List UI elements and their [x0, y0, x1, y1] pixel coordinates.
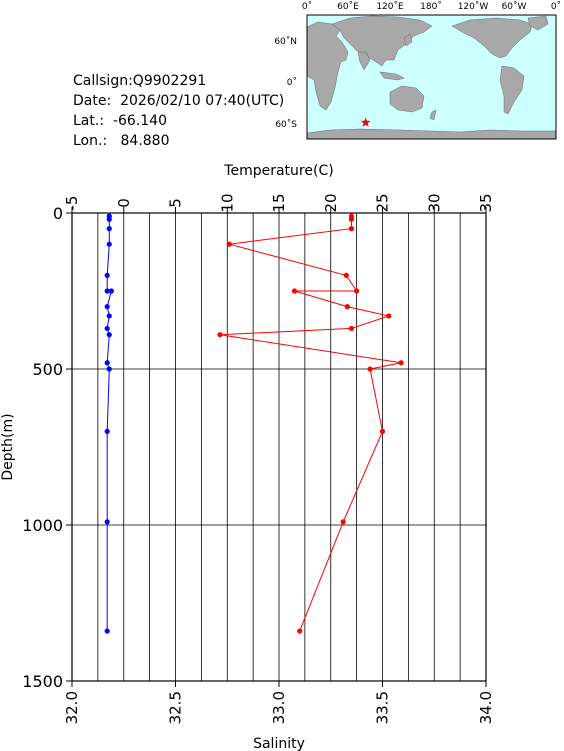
temperature-tick-label: -5 [63, 196, 81, 211]
temperature-tick-label: 35 [477, 193, 495, 212]
salinity-data-point [104, 628, 110, 634]
land-north-america [451, 17, 533, 59]
longitude-text: Lon.: 84.880 [73, 133, 170, 149]
temperature-tick-label: 5 [167, 198, 185, 208]
map-border [306, 14, 557, 140]
land-asia [331, 15, 433, 67]
temperature-data-point [354, 288, 360, 294]
salinity-data-point [106, 241, 112, 247]
temperature-tick-label: 20 [322, 193, 340, 212]
salinity-data-point [108, 288, 114, 294]
land-south-america [499, 65, 525, 115]
land-australia [389, 85, 425, 113]
depth-axis-label: Depth(m) [0, 413, 16, 480]
temperature-data-point [226, 241, 232, 247]
map-lat-label: 60˚N [274, 36, 297, 47]
star-icon [361, 117, 371, 127]
callsign-text: Callsign:Q9902291 [73, 73, 207, 89]
salinity-tick-label: 33.0 [270, 691, 288, 724]
temperature-data-point [340, 519, 346, 525]
temperature-data-point [379, 428, 386, 434]
salinity-data-point [106, 226, 112, 232]
salinity-data-point [106, 366, 112, 372]
temperature-profile-line [219, 216, 402, 632]
salinity-tick-label: 32.5 [167, 691, 185, 724]
station-info: Callsign:Q9902291 Date: 2026/02/10 07:40… [73, 71, 284, 151]
map-lon-label: 120˚W [458, 1, 489, 12]
salinity-data-point [104, 519, 110, 525]
temperature-axis-label: Temperature(C) [223, 163, 333, 179]
temperature-data-point [297, 628, 303, 634]
temperature-ticks: -5 0 5 10 15 20 25 30 35 [63, 193, 495, 213]
temperature-data-point [343, 272, 349, 278]
map-top-labels: 0˚ 60˚E 120˚E 180˚ 120˚W 60˚W 0˚ [302, 1, 561, 12]
data-series [104, 213, 404, 634]
temperature-data-point [398, 360, 404, 366]
map-lat-labels: 60˚N 0˚ 60˚S [274, 36, 297, 130]
temperature-data-point [217, 332, 223, 338]
temperature-data-point [348, 325, 355, 332]
map-lon-label: 0˚ [551, 1, 561, 12]
depth-tick-label: 0 [53, 204, 63, 223]
latitude-text: Lat.: -66.140 [73, 113, 167, 129]
land-japan [403, 33, 413, 47]
salinity-tick-label: 34.0 [477, 691, 495, 724]
map-lon-label: 120˚E [376, 1, 404, 12]
depth-tick-label: 1500 [22, 672, 63, 691]
temperature-tick-label: 25 [374, 193, 392, 212]
map-lat-label: 60˚S [275, 119, 297, 130]
temperature-data-point [367, 366, 373, 372]
salinity-data-point [104, 272, 110, 278]
salinity-data-point [104, 288, 110, 294]
land-new-zealand [429, 109, 437, 121]
salinity-tick-label: 32.0 [63, 691, 81, 724]
map-lon-label: 60˚E [337, 1, 359, 12]
map-frame [306, 14, 557, 140]
salinity-tick-label: 33.5 [374, 691, 392, 724]
salinity-axis-label: Salinity [253, 736, 305, 751]
map-land [306, 15, 557, 140]
date-text: Date: 2026/02/10 07:40(UTC) [73, 93, 285, 109]
temperature-tick-label: 0 [115, 198, 133, 208]
salinity-data-point [104, 325, 110, 332]
temperature-tick-label: 15 [270, 193, 288, 212]
salinity-data-point [106, 313, 112, 319]
salinity-data-point [104, 360, 110, 366]
temperature-tick-label: 30 [425, 193, 443, 212]
salinity-data-point [106, 216, 112, 222]
land-india [357, 51, 371, 71]
temperature-data-point [386, 313, 392, 319]
salinity-data-point [104, 304, 110, 310]
temperature-data-point [344, 304, 350, 310]
map-lon-label: 180˚ [420, 1, 442, 12]
land-greenland [527, 15, 549, 31]
depth-tick-label: 1000 [22, 516, 63, 535]
salinity-data-point [106, 332, 112, 338]
map-lat-label: 0˚ [287, 77, 297, 88]
temperature-data-point [291, 288, 298, 294]
salinity-ticks: 32.0 32.5 33.0 33.5 34.0 [63, 681, 495, 724]
chart-grid [72, 213, 486, 681]
depth-ticks: 0 500 1000 1500 [22, 204, 72, 691]
temperature-data-point [348, 216, 355, 222]
salinity-data-point [104, 428, 110, 434]
temperature-tick-label: 10 [218, 193, 236, 212]
depth-tick-label: 500 [32, 360, 63, 379]
land-indonesia [379, 71, 405, 81]
salinity-profile-line [106, 216, 112, 632]
temperature-data-point [348, 226, 355, 232]
map-lon-label: 0˚ [302, 1, 312, 12]
map-lon-label: 60˚W [502, 1, 527, 12]
